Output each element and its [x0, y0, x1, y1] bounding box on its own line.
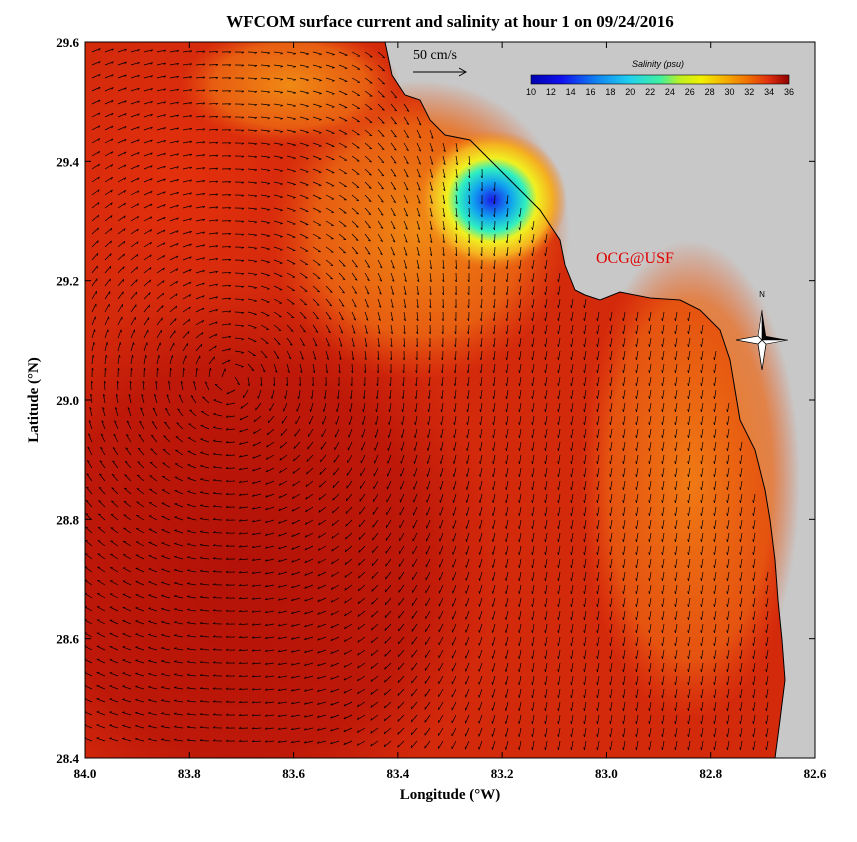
- x-tick-label: 83.4: [386, 766, 409, 781]
- x-tick-label: 83.8: [178, 766, 201, 781]
- colorbar-ticks: 10 12 14 16 18 20 22 24 26 28 30 32 34 36: [526, 87, 794, 97]
- x-tick-label: 84.0: [74, 766, 97, 781]
- y-tick-label: 29.6: [56, 35, 79, 50]
- dark-red-water: [85, 280, 500, 758]
- y-tick-label: 29.2: [56, 274, 79, 289]
- colorbar-tick-label: 22: [645, 87, 655, 97]
- compass-rose: [735, 309, 789, 371]
- orange-plume-east: [580, 240, 800, 720]
- x-tick-label: 82.8: [699, 766, 722, 781]
- y-tick-label: 29.4: [56, 154, 79, 169]
- y-tick-label: 28.8: [56, 512, 79, 527]
- x-tick-label: 83.6: [282, 766, 305, 781]
- colorbar-tick-label: 36: [784, 87, 794, 97]
- colorbar-tick-label: 14: [566, 87, 576, 97]
- coastline: [384, 42, 786, 758]
- y-tick-label: 29.0: [56, 393, 79, 408]
- low-salinity-plume: [417, 130, 567, 270]
- x-axis-label: Longitude (°W): [400, 787, 501, 803]
- colorbar: [530, 74, 790, 85]
- axis-ticks: 84.0 83.8 83.6 83.4 83.2 83.0 82.8 82.6 29.6 29.4…: [56, 35, 827, 781]
- colorbar-tick-label: 20: [625, 87, 635, 97]
- colorbar-tick-label: 24: [665, 87, 675, 97]
- colorbar-tick-label: 26: [685, 87, 695, 97]
- scale-arrow: [413, 67, 468, 77]
- x-tick-label: 83.2: [491, 766, 514, 781]
- x-tick-label: 83.0: [595, 766, 618, 781]
- colorbar-tick-label: 12: [546, 87, 556, 97]
- map-title: WFCOM surface current and salinity at ho…: [226, 12, 674, 31]
- colorbar-tick-label: 10: [526, 87, 536, 97]
- current-vectors: [85, 48, 769, 750]
- y-tick-label: 28.4: [56, 751, 79, 766]
- colorbar-tick-label: 28: [705, 87, 715, 97]
- colorbar-tick-label: 32: [744, 87, 754, 97]
- colorbar-tick-label: 18: [605, 87, 615, 97]
- colorbar-tick-label: 16: [586, 87, 596, 97]
- y-axis-label: Latitude (°N): [26, 357, 42, 443]
- colorbar-title: Salinity (psu): [632, 59, 684, 69]
- compass-north-label: N: [759, 290, 765, 299]
- scale-arrow-label: 50 cm/s: [413, 48, 457, 63]
- colorbar-tick-label: 34: [764, 87, 774, 97]
- colorbar-tick-label: 30: [724, 87, 734, 97]
- y-tick-label: 28.6: [56, 632, 79, 647]
- orange-plume-ne: [180, 42, 400, 145]
- credit-label: OCG@USF: [596, 250, 674, 267]
- x-tick-label: 82.6: [804, 766, 827, 781]
